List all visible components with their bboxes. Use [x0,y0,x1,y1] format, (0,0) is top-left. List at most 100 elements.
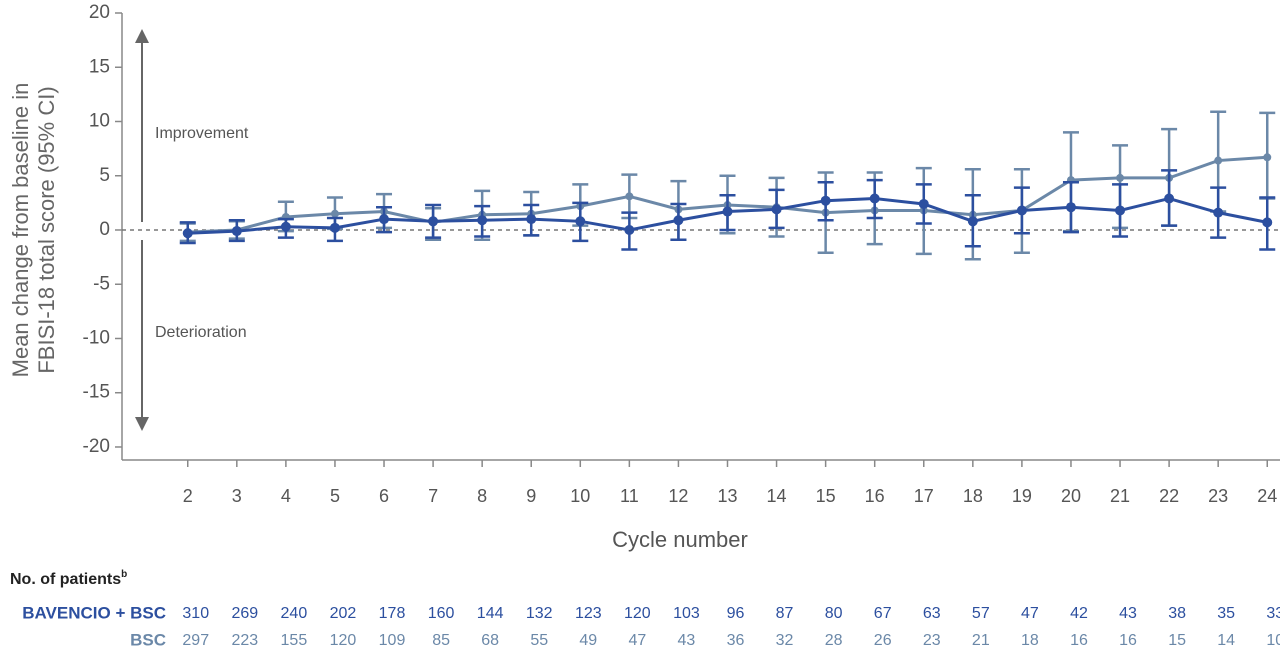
x-tick-label: 6 [379,486,389,506]
patient-count: 223 [231,632,258,649]
patient-count: 18 [1021,632,1039,649]
x-tick-label: 3 [232,486,242,506]
x-tick-label: 14 [767,486,787,506]
patient-count: 47 [1021,605,1039,622]
y-tick-label: 10 [89,111,110,132]
table-title-text: No. of patients [10,571,121,588]
x-tick-label: 21 [1110,486,1130,506]
patient-count: 43 [678,632,696,649]
x-tick-label: 20 [1061,486,1081,506]
point [428,216,439,227]
patient-count: 155 [281,632,308,649]
patient-count: 14 [1217,632,1235,649]
x-tick-label: 8 [477,486,487,506]
point [1016,205,1027,216]
y-axis-label: Mean change from baseline in [8,83,33,378]
point [722,206,733,217]
x-tick-label: 18 [963,486,983,506]
patient-count: 240 [281,605,308,622]
y-tick-label: -15 [83,382,110,403]
patient-count: 310 [182,605,209,622]
patient-count: 35 [1217,605,1235,622]
patient-count: 68 [481,632,499,649]
patient-count: 42 [1070,605,1088,622]
annotation: Improvement [155,125,249,142]
patient-count: 178 [379,605,406,622]
patient-count: 16 [1070,632,1088,649]
patient-count: 43 [1119,605,1137,622]
patient-count: 63 [923,605,941,622]
point [575,216,586,227]
patient-count: 297 [182,632,209,649]
y-tick-label: -10 [83,328,110,349]
x-tick-label: 22 [1159,486,1179,506]
y-tick-label: 20 [89,2,110,23]
patient-count: 160 [428,605,455,622]
point [625,192,634,201]
point [231,226,242,237]
point [1214,156,1223,165]
point [280,221,291,232]
patient-count: 36 [727,632,745,649]
patient-count: 123 [575,605,602,622]
patient-count: 47 [628,632,646,649]
patient-count: 109 [379,632,406,649]
y-tick-label: 0 [99,219,110,240]
point [1115,205,1126,216]
y-tick-label: 15 [89,56,110,77]
patient-count: 120 [624,605,651,622]
patient-count: 67 [874,605,892,622]
row-label: BAVENCIO + BSC [22,603,166,622]
patient-count: 120 [330,632,357,649]
patient-count: 202 [330,605,357,622]
point [869,193,880,204]
x-tick-label: 15 [816,486,836,506]
point [1263,153,1272,162]
patient-count: 15 [1168,632,1186,649]
point [820,195,831,206]
x-tick-label: 11 [620,486,639,506]
y-tick-label: -20 [83,436,110,457]
point [771,204,782,215]
point [182,228,193,239]
patient-count: 269 [231,605,258,622]
patient-count: 103 [673,605,700,622]
patient-count: 57 [972,605,990,622]
x-tick-label: 13 [717,486,737,506]
point [477,215,488,226]
x-tick-label: 24 [1257,486,1277,506]
point [1065,202,1076,213]
y-tick-label: 5 [99,165,110,186]
patient-count: 16 [1119,632,1137,649]
patient-count: 33 [1266,605,1280,622]
patient-count: 10 [1266,632,1280,649]
y-tick-label: -5 [93,273,110,294]
patient-count: 23 [923,632,941,649]
point [1262,217,1273,228]
point [330,209,339,218]
patient-count: 26 [874,632,892,649]
x-tick-label: 2 [183,486,193,506]
patient-count: 38 [1168,605,1186,622]
x-tick-label: 4 [281,486,291,506]
point [624,224,635,235]
patient-count: 80 [825,605,843,622]
x-tick-label: 17 [914,486,934,506]
x-tick-label: 16 [865,486,885,506]
point [329,222,340,233]
row-label: BSC [130,630,166,649]
point [918,198,929,209]
x-tick-label: 9 [526,486,536,506]
patient-count: 144 [477,605,504,622]
point [526,214,537,225]
patient-count: 132 [526,605,553,622]
patient-count: 32 [776,632,794,649]
patient-count: 28 [825,632,843,649]
x-tick-label: 23 [1208,486,1228,506]
patient-count: 55 [530,632,548,649]
y-axis-label: FBISI-18 total score (95% CI) [34,86,59,373]
patient-count: 85 [432,632,450,649]
point [673,215,684,226]
